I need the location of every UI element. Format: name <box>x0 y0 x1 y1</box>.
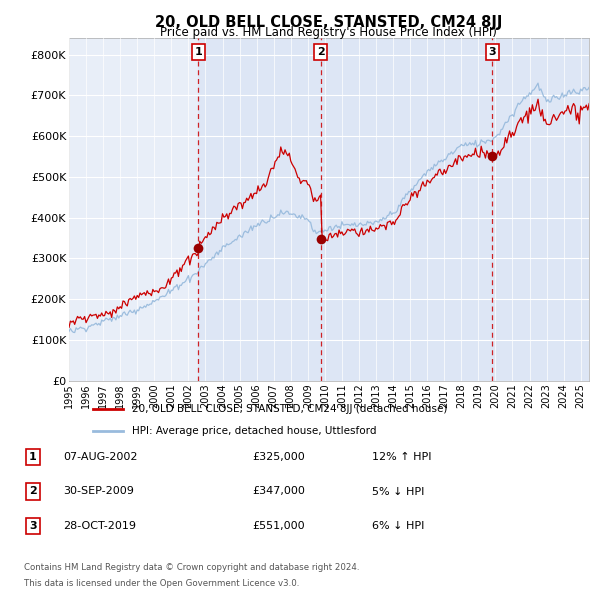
Text: 3: 3 <box>488 47 496 57</box>
Text: Price paid vs. HM Land Registry's House Price Index (HPI): Price paid vs. HM Land Registry's House … <box>160 26 497 39</box>
Text: 2: 2 <box>29 487 37 496</box>
Text: 2: 2 <box>317 47 325 57</box>
Text: HPI: Average price, detached house, Uttlesford: HPI: Average price, detached house, Uttl… <box>131 427 376 437</box>
Text: 3: 3 <box>29 521 37 530</box>
Bar <box>199 38 320 381</box>
Text: 1: 1 <box>29 453 37 462</box>
Text: 6% ↓ HPI: 6% ↓ HPI <box>372 521 424 530</box>
Text: 20, OLD BELL CLOSE, STANSTED, CM24 8JJ (detached house): 20, OLD BELL CLOSE, STANSTED, CM24 8JJ (… <box>131 404 447 414</box>
Text: 12% ↑ HPI: 12% ↑ HPI <box>372 453 431 462</box>
Bar <box>320 38 492 381</box>
Text: 28-OCT-2019: 28-OCT-2019 <box>63 521 136 530</box>
Text: Contains HM Land Registry data © Crown copyright and database right 2024.: Contains HM Land Registry data © Crown c… <box>24 563 359 572</box>
Text: 1: 1 <box>194 47 202 57</box>
Bar <box>492 38 589 381</box>
Text: This data is licensed under the Open Government Licence v3.0.: This data is licensed under the Open Gov… <box>24 579 299 588</box>
Text: £325,000: £325,000 <box>252 453 305 462</box>
Text: 20, OLD BELL CLOSE, STANSTED, CM24 8JJ: 20, OLD BELL CLOSE, STANSTED, CM24 8JJ <box>155 15 502 30</box>
Text: £347,000: £347,000 <box>252 487 305 496</box>
Text: 5% ↓ HPI: 5% ↓ HPI <box>372 487 424 496</box>
Text: £551,000: £551,000 <box>252 521 305 530</box>
Text: 07-AUG-2002: 07-AUG-2002 <box>63 453 137 462</box>
Text: 30-SEP-2009: 30-SEP-2009 <box>63 487 134 496</box>
